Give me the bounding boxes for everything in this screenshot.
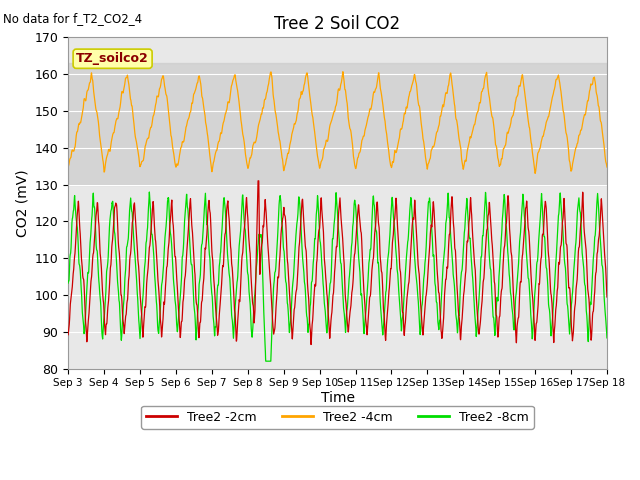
Bar [68, 63, 607, 184]
Title: Tree 2 Soil CO2: Tree 2 Soil CO2 [275, 15, 401, 33]
X-axis label: Time: Time [321, 391, 355, 405]
Legend: Tree2 -2cm, Tree2 -4cm, Tree2 -8cm: Tree2 -2cm, Tree2 -4cm, Tree2 -8cm [141, 406, 534, 429]
Text: No data for f_T2_CO2_4: No data for f_T2_CO2_4 [3, 12, 142, 25]
Text: TZ_soilco2: TZ_soilco2 [76, 52, 149, 65]
Y-axis label: CO2 (mV): CO2 (mV) [15, 169, 29, 237]
